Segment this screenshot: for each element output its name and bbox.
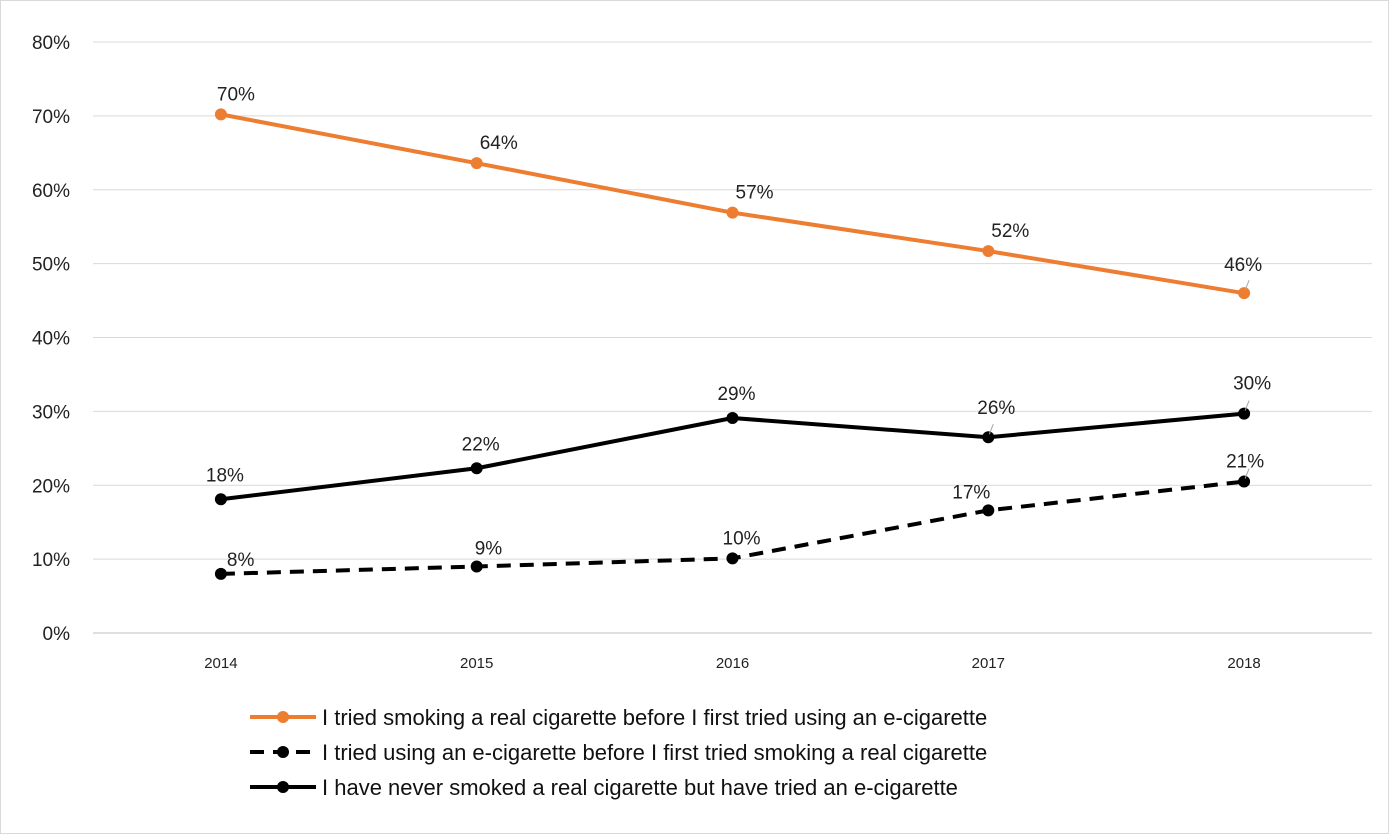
y-tick-label: 20%	[32, 476, 70, 497]
data-label: 10%	[723, 528, 761, 549]
data-point	[726, 206, 739, 219]
data-label: 70%	[217, 84, 255, 105]
legend-label: I tried smoking a real cigarette before …	[322, 705, 987, 730]
data-point	[726, 412, 739, 425]
data-label: 26%	[977, 398, 1015, 419]
y-tick-label: 50%	[32, 255, 70, 276]
series-line	[220, 411, 1245, 502]
data-label: 29%	[717, 384, 755, 405]
y-tick-label: 0%	[43, 624, 71, 645]
leader-line	[988, 424, 994, 435]
series	[214, 108, 1251, 580]
y-tick-label: 40%	[32, 329, 70, 350]
x-tick-label: 2015	[460, 655, 493, 672]
legend-swatch-marker	[277, 746, 289, 758]
series-line	[220, 112, 1245, 296]
data-label: 46%	[1224, 255, 1262, 276]
x-tick-label: 2014	[204, 655, 237, 672]
y-tick-label: 60%	[32, 181, 70, 202]
y-tick-label: 10%	[32, 550, 70, 571]
data-point	[1238, 407, 1251, 420]
y-tick-label: 70%	[32, 107, 70, 128]
data-point	[1238, 287, 1251, 300]
axes: 0% 10% 20% 30% 40% 50% 60% 70% 80% 2014 2015 2016 20…	[32, 33, 1261, 672]
y-tick-label: 80%	[32, 33, 70, 54]
data-point	[982, 245, 995, 258]
x-tick-label: 2017	[972, 655, 1005, 672]
data-label: 8%	[227, 550, 255, 571]
data-label: 21%	[1226, 452, 1264, 473]
data-label: 9%	[475, 539, 503, 560]
data-point	[726, 552, 739, 565]
leader-line	[1244, 468, 1250, 479]
data-point	[1238, 475, 1251, 488]
legend-swatch-marker	[277, 781, 289, 793]
data-point	[470, 157, 483, 170]
legend: I tried smoking a real cigarette before …	[250, 705, 987, 800]
legend-swatch-marker	[277, 711, 289, 723]
x-tick-label: 2018	[1227, 655, 1260, 672]
data-label: 22%	[462, 434, 500, 455]
data-labels: 70% 64% 57% 52% 46% 8% 9% 10% 17% 21% 18% 22% 29% 26%…	[206, 84, 1271, 571]
data-point	[214, 493, 227, 506]
data-label: 17%	[952, 482, 990, 503]
gridlines	[93, 41, 1372, 634]
data-point	[470, 560, 483, 573]
leader-line	[1244, 400, 1250, 411]
data-point	[214, 567, 227, 580]
data-point	[214, 108, 227, 121]
data-point	[982, 431, 995, 444]
data-label: 57%	[736, 183, 774, 204]
leader-line	[1244, 279, 1250, 291]
data-point	[982, 504, 995, 517]
x-tick-label: 2016	[716, 655, 749, 672]
y-tick-label: 30%	[32, 402, 70, 423]
data-label: 52%	[991, 221, 1029, 242]
data-label: 30%	[1233, 374, 1271, 395]
data-label: 18%	[206, 465, 244, 486]
legend-label: I have never smoked a real cigarette but…	[322, 775, 958, 800]
data-point	[470, 462, 483, 475]
legend-label: I tried using an e-cigarette before I fi…	[322, 740, 987, 765]
data-label: 64%	[480, 133, 518, 154]
